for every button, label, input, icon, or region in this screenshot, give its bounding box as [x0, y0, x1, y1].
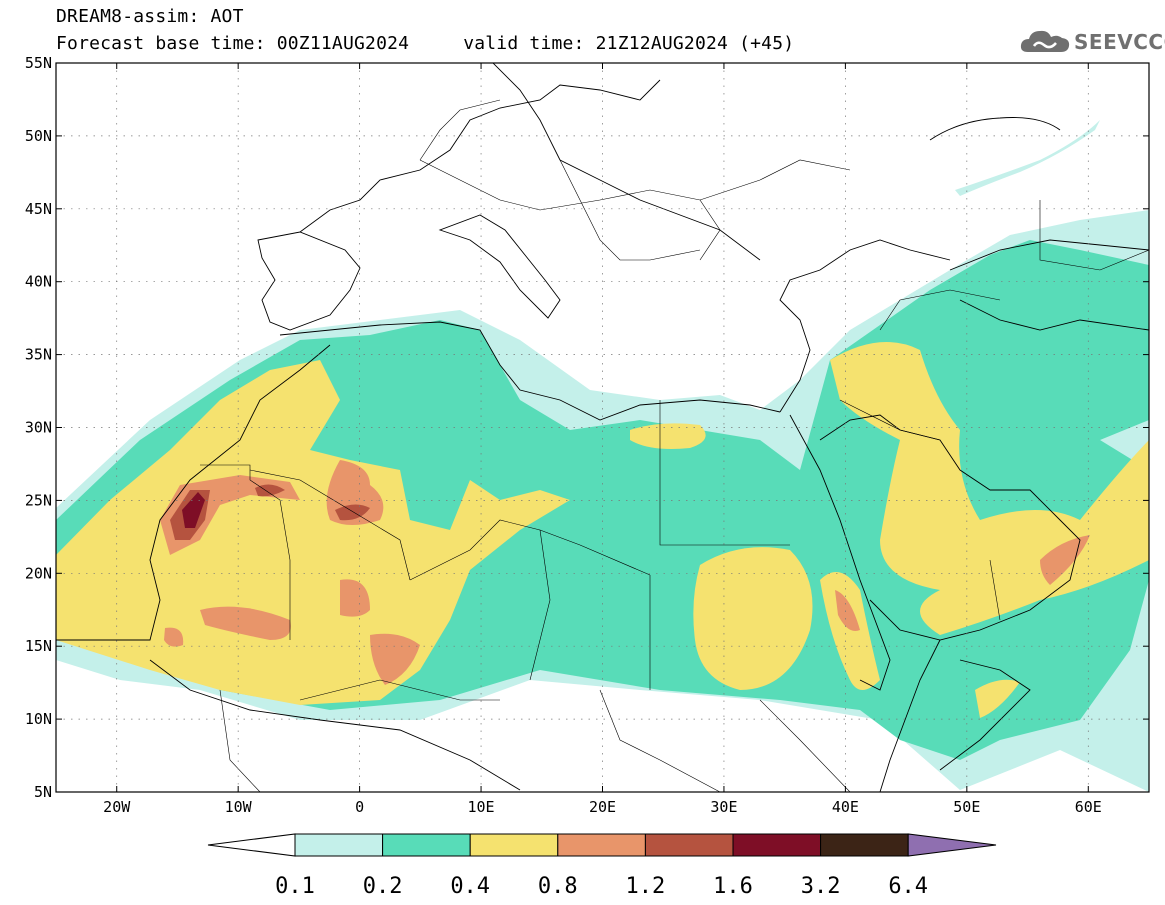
logo-text: SEEVCCC: [1074, 30, 1165, 54]
lat-label: 40N: [25, 273, 52, 291]
valid-time: valid time: 21Z12AUG2024 (+45): [463, 33, 795, 54]
base-time: Forecast base time: 00Z11AUG2024: [56, 33, 410, 54]
lat-label: 5N: [34, 783, 52, 801]
lon-label: 10E: [468, 798, 495, 816]
aot-band-0.4-redsea: [820, 572, 880, 690]
aot-band-0.1-north: [955, 120, 1100, 196]
aot-band-1.2-c: [255, 484, 285, 497]
aot-band-0.4-west: [56, 360, 570, 705]
colorbar-label: 1.2: [626, 874, 666, 899]
colorbar-box: [294, 833, 384, 857]
lon-label: 60E: [1075, 798, 1102, 816]
colorbar-label: 0.8: [538, 874, 578, 899]
lat-label: 10N: [25, 710, 52, 728]
lon-label: 0: [355, 798, 364, 816]
colorbar-box: [382, 833, 471, 857]
aot-band-0.8-niger: [340, 579, 370, 617]
lon-label: 20W: [103, 798, 131, 816]
aot-band-0.8-chad: [370, 633, 420, 685]
colorbar: 0.1 0.2 0.4 0.8 1.2 1.6 3.2 6.4: [207, 833, 997, 899]
aot-band-1.6: [182, 492, 205, 528]
colorbar-label: 3.2: [801, 874, 841, 899]
colorbar-low-arrow: [207, 833, 296, 857]
lat-label: 35N: [25, 346, 52, 364]
lon-label: 50E: [953, 798, 980, 816]
lat-label: 25N: [25, 491, 52, 509]
aot-band-0.4-sudan: [693, 547, 813, 690]
aot-band-0.4-libya: [630, 423, 706, 449]
lat-label: 55N: [25, 54, 52, 72]
colorbar-label: 0.4: [450, 874, 490, 899]
aot-fields: [56, 120, 1149, 792]
aot-band-0.8-oman: [1040, 535, 1090, 585]
aot-band-0.8-eritrea: [835, 590, 860, 631]
colorbar-high-arrow: [907, 833, 997, 857]
lon-label: 30E: [710, 798, 737, 816]
colorbar-label: 0.2: [363, 874, 403, 899]
map-grid: [56, 63, 1149, 792]
aot-band-0.4-somalia: [975, 679, 1020, 718]
lat-label: 20N: [25, 564, 52, 582]
colorbar-box: [644, 833, 734, 857]
map-title: DREAM8-assim: AOT: [56, 6, 244, 27]
cloud-icon: [1020, 30, 1070, 52]
lon-label: 10W: [225, 798, 253, 816]
borders: [200, 99, 1149, 792]
colorbar-label: 0.1: [275, 874, 315, 899]
lat-label: 15N: [25, 637, 52, 655]
lat-label: 50N: [25, 127, 52, 145]
colorbar-box: [557, 833, 646, 857]
colorbar-box: [820, 833, 909, 857]
seevccc-logo: SEEVCCC: [1018, 26, 1165, 56]
aot-band-0.8-senegal: [164, 627, 184, 647]
colorbar-box: [469, 833, 559, 857]
axis-ticks: 55N 50N 45N 40N 35N 30N 25N 20N 15N 10N 5N 20W 10W 0 1…: [25, 54, 1149, 816]
coastlines: [56, 63, 1149, 792]
colorbar-label: 1.6: [713, 874, 753, 899]
lat-label: 30N: [25, 419, 52, 437]
aot-band-1.2-b: [335, 504, 370, 521]
aot-band-0.8-mali: [200, 606, 291, 640]
lon-label: 40E: [832, 798, 859, 816]
colorbar-box: [732, 833, 822, 857]
colorbar-label: 6.4: [888, 874, 928, 899]
time-info: Forecast base time: 00Z11AUG2024 valid ti…: [56, 33, 794, 54]
lat-label: 45N: [25, 200, 52, 218]
lon-label: 20E: [589, 798, 616, 816]
